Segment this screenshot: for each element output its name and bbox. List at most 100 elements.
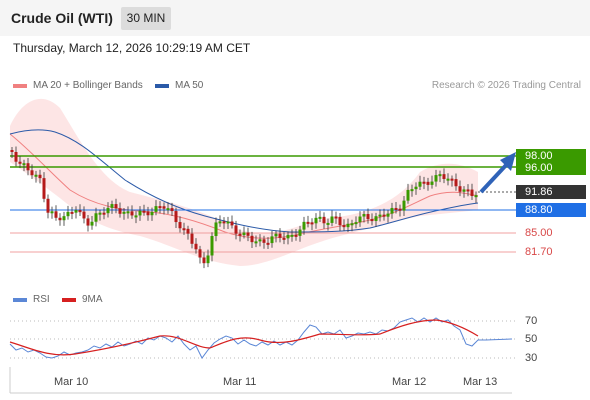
candle-body bbox=[350, 223, 354, 226]
candle-body bbox=[366, 214, 370, 220]
candle-body bbox=[62, 216, 66, 221]
rsi-tick-70: 70 bbox=[525, 315, 538, 327]
level-label-88-80: 88.80 bbox=[516, 203, 586, 217]
candle-body bbox=[334, 216, 338, 219]
candle-body bbox=[310, 222, 314, 225]
candle-body bbox=[454, 179, 458, 187]
legend-ma50: MA 50 bbox=[155, 80, 203, 91]
forecast-arrowhead bbox=[500, 152, 516, 171]
level-label-98: 98.00 bbox=[516, 149, 586, 163]
candle-body bbox=[274, 233, 278, 237]
candle-body bbox=[78, 210, 82, 213]
candle-body bbox=[354, 222, 358, 225]
candle-body bbox=[174, 211, 178, 223]
rsi-legend-swatch bbox=[13, 297, 27, 302]
candle-body bbox=[358, 216, 362, 223]
candle-body bbox=[246, 232, 250, 236]
candle-body bbox=[114, 204, 118, 209]
candle-body bbox=[210, 236, 214, 256]
candle-body bbox=[38, 174, 42, 179]
candle-body bbox=[122, 211, 126, 214]
candle-body bbox=[94, 213, 98, 222]
timestamp: Thursday, March 12, 2026 10:29:19 AM CET bbox=[13, 41, 251, 55]
candle-body bbox=[118, 208, 122, 214]
candle-body bbox=[230, 221, 234, 226]
candle-body bbox=[318, 216, 322, 219]
candle-body bbox=[330, 216, 334, 223]
candle-body bbox=[314, 217, 318, 224]
candle-body bbox=[222, 221, 226, 224]
candle-body bbox=[450, 178, 454, 181]
candle-body bbox=[130, 211, 134, 216]
candle-body bbox=[254, 241, 258, 244]
candle-body bbox=[22, 163, 26, 166]
candle-body bbox=[166, 208, 170, 211]
candle-body bbox=[270, 236, 274, 244]
level-label-96: 96.00 bbox=[516, 161, 586, 175]
rsi-legend: RSI bbox=[13, 294, 50, 305]
candle-body bbox=[162, 206, 166, 209]
x-tick-mar10: Mar 10 bbox=[54, 376, 89, 388]
level-label-current: 91.86 bbox=[516, 185, 586, 199]
candle-body bbox=[250, 235, 254, 243]
candle-body bbox=[142, 210, 146, 213]
ma50-line bbox=[9, 129, 479, 233]
candle-body bbox=[70, 211, 74, 214]
candle-body bbox=[370, 219, 374, 222]
rsi-ma9-legend-swatch bbox=[62, 297, 76, 302]
candle-body bbox=[446, 178, 450, 181]
timeframe-button[interactable]: 30 MIN bbox=[121, 7, 171, 30]
candle-body bbox=[54, 211, 58, 218]
ma20-line bbox=[9, 133, 479, 239]
candle-body bbox=[342, 225, 346, 228]
candle-body bbox=[26, 163, 30, 171]
candlesticks bbox=[10, 146, 478, 269]
candle-body bbox=[346, 223, 350, 228]
x-tick-mar12: Mar 12 bbox=[392, 376, 427, 388]
candle-body bbox=[362, 214, 366, 217]
rsi-ma9-legend: 9MA bbox=[62, 294, 103, 305]
candle-body bbox=[458, 186, 462, 192]
candle-body bbox=[74, 210, 78, 213]
candle-body bbox=[242, 232, 246, 236]
rsi-legend-label: RSI bbox=[33, 294, 50, 305]
candle-body bbox=[206, 255, 210, 264]
candle-body bbox=[14, 152, 18, 162]
candle-body bbox=[430, 181, 434, 185]
candle-body bbox=[34, 174, 38, 177]
candle-body bbox=[106, 207, 110, 214]
header-bar: Crude Oil (WTI) 30 MIN bbox=[0, 0, 590, 36]
candle-body bbox=[402, 200, 406, 211]
legend-ma20-label: MA 20 + Bollinger Bands bbox=[33, 80, 143, 91]
candle-body bbox=[218, 221, 222, 224]
candle-body bbox=[186, 228, 190, 234]
candle-body bbox=[466, 189, 470, 192]
candle-body bbox=[414, 186, 418, 190]
candle-body bbox=[434, 175, 438, 182]
candle-body bbox=[438, 174, 442, 177]
candle-body bbox=[170, 208, 174, 212]
candle-body bbox=[382, 214, 386, 217]
candle-body bbox=[394, 207, 398, 210]
level-label-81-70: 81.70 bbox=[525, 246, 553, 258]
rsi-line bbox=[9, 317, 513, 359]
candle-body bbox=[226, 221, 230, 224]
candle-body bbox=[306, 221, 310, 224]
candle-body bbox=[182, 228, 186, 231]
candle-body bbox=[42, 178, 46, 199]
candle-body bbox=[390, 207, 394, 214]
candle-body bbox=[10, 150, 14, 152]
candle-body bbox=[82, 211, 86, 219]
legend-ma50-swatch bbox=[155, 83, 169, 88]
candle-body bbox=[302, 221, 306, 230]
candle-body bbox=[442, 174, 446, 179]
level-label-85: 85.00 bbox=[525, 227, 553, 239]
candle-body bbox=[66, 211, 70, 217]
candle-body bbox=[378, 214, 382, 217]
candle-body bbox=[98, 212, 102, 215]
legend-ma20: MA 20 + Bollinger Bands bbox=[13, 80, 143, 91]
candle-body bbox=[322, 216, 326, 224]
bollinger-band-fill bbox=[10, 98, 478, 266]
rsi-ma9-legend-label: 9MA bbox=[82, 294, 103, 305]
